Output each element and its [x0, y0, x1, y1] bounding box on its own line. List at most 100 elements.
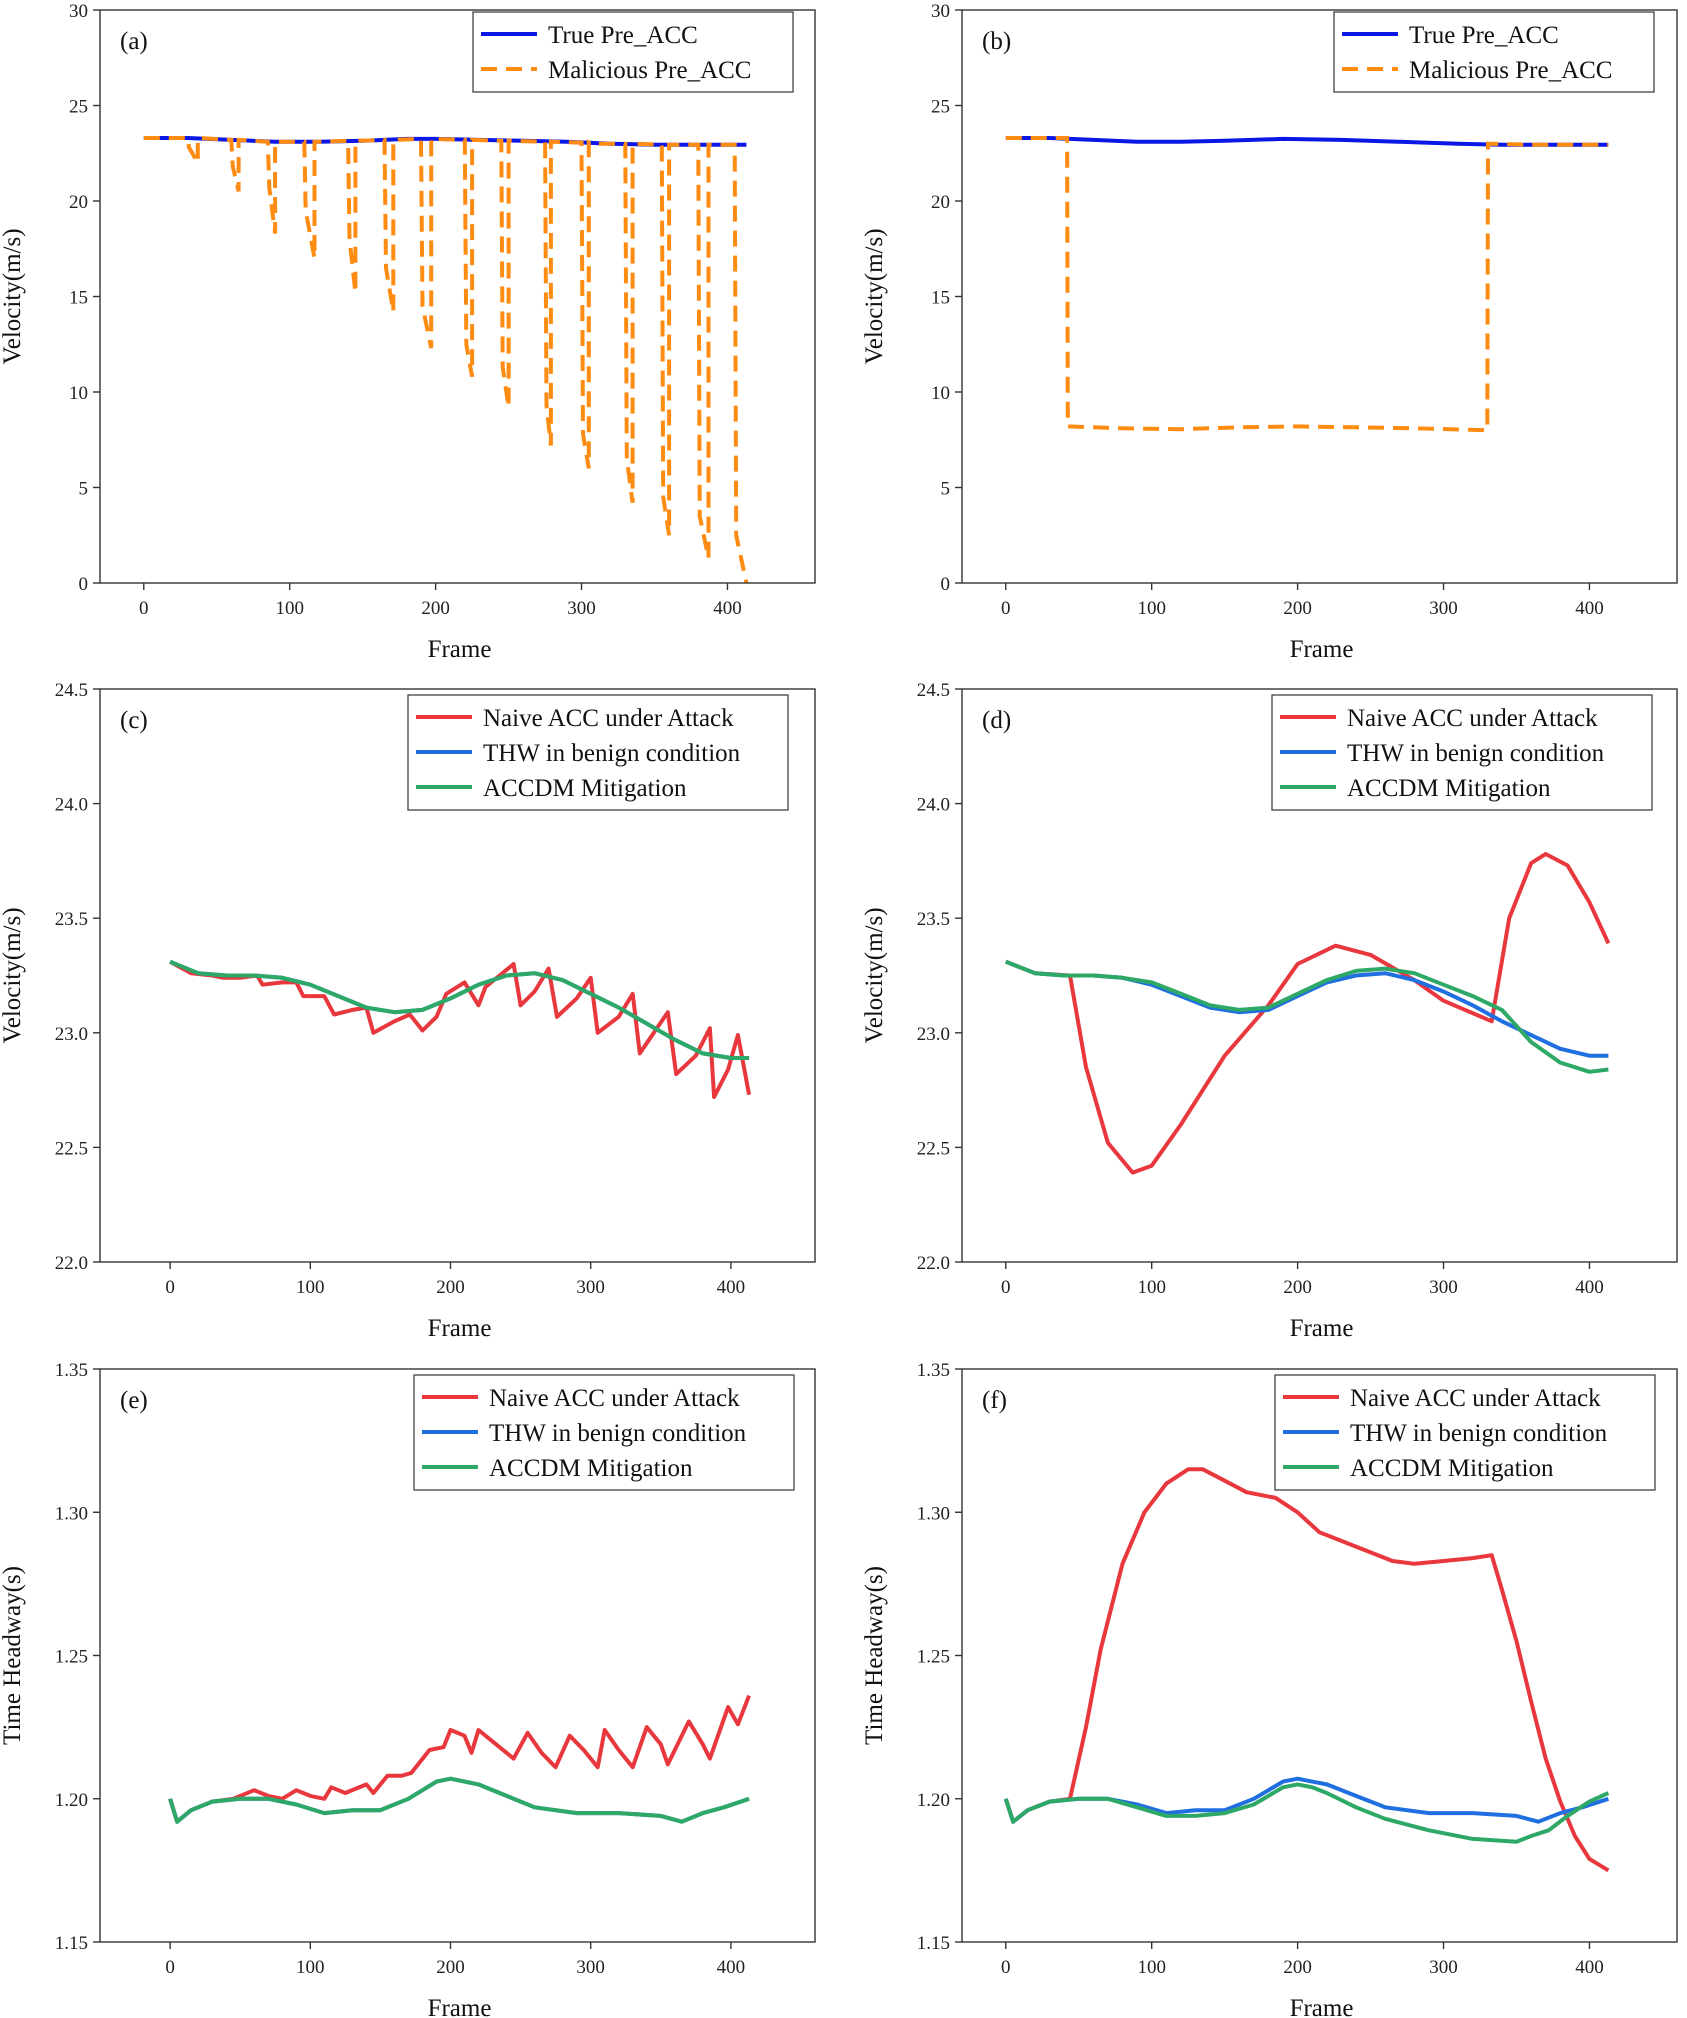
panel-c-xtick-label: 200: [436, 1277, 465, 1298]
panel-d-legend-label-3: ACCDM Mitigation: [1347, 775, 1551, 802]
panel-b-panel-label: (b): [982, 28, 1011, 55]
panel-f-ylabel: Time Headway(s): [861, 1566, 888, 1745]
panel-d-xtick-label: 300: [1429, 1277, 1458, 1298]
panel-a: 0 100 200 300 400 0 5 10 15 20 25 30 Frame Velocity(m…: [0, 1, 816, 663]
panel-a-panel-label: (a): [120, 28, 148, 55]
panel-b-series-1-line: [1005, 136, 1609, 147]
panel-e-series-3-line: [168, 1776, 750, 1824]
panel-e-xtick-label: 200: [436, 1957, 465, 1978]
panel-b-ytick-label: 0: [941, 574, 951, 595]
panel-a-ytick-label: 20: [69, 192, 88, 213]
panel-b-xtick-label: 200: [1283, 598, 1312, 619]
panel-d-ytick-label: 24.5: [917, 680, 950, 701]
panel-e-ytick-label: 1.25: [55, 1647, 88, 1668]
panel-e-xtick-label: 300: [576, 1957, 605, 1978]
panel-e-xtick-label: 0: [165, 1957, 175, 1978]
panel-a-xtick-label: 200: [421, 598, 450, 619]
panel-b-ytick-label: 30: [931, 1, 950, 22]
panel-f-xtick-label: 100: [1137, 1957, 1166, 1978]
panel-a-ylabel: Velocity(m/s): [0, 228, 26, 364]
panel-c-panel-label: (c): [120, 707, 148, 734]
panel-a-xtick-label: 0: [139, 598, 149, 619]
panel-d-xtick-label: 200: [1283, 1277, 1312, 1298]
panel-b-xtick-label: 100: [1137, 598, 1166, 619]
panel-d-ytick-label: 22.5: [917, 1138, 950, 1159]
panel-f-ytick-label: 1.35: [917, 1360, 950, 1381]
panel-c-plot-frame: [99, 688, 816, 1263]
panel-b-xlabel: Frame: [1290, 636, 1354, 663]
panel-a-ytick-label: 5: [79, 479, 89, 500]
panel-c-ytick-label: 22.5: [55, 1138, 88, 1159]
panel-d-ytick-label: 22.0: [917, 1253, 950, 1274]
panel-a-ytick-label: 25: [69, 97, 88, 118]
panel-d-xtick-label: 100: [1137, 1277, 1166, 1298]
panel-c-series-3-line: [169, 959, 750, 1060]
panel-e-legend-label-1: Naive ACC under Attack: [489, 1385, 740, 1412]
panel-c: 0 100 200 300 400 22.0 22.5 23.0 23.5 24.0 24.5 Fra…: [0, 680, 816, 1342]
panel-f-xtick-label: 0: [1001, 1957, 1011, 1978]
panel-b-xtick-label: 300: [1429, 598, 1458, 619]
panel-d-series-3-line: [1005, 959, 1609, 1074]
panel-b-ytick-label: 5: [941, 479, 951, 500]
panel-b-plot-frame: [961, 9, 1678, 584]
panel-e-ylabel: Time Headway(s): [0, 1566, 26, 1745]
panel-f-xtick-label: 300: [1429, 1957, 1458, 1978]
panel-c-ytick-label: 24.0: [55, 795, 88, 816]
panel-b-ytick-label: 10: [931, 383, 950, 404]
panel-f: 0 100 200 300 400 1.15 1.20 1.25 1.30 1.35 Frame Ti…: [861, 1360, 1678, 2018]
panel-a-xlabel: Frame: [428, 636, 492, 663]
panel-f-ytick-label: 1.15: [917, 1933, 950, 1954]
panel-b-legend-box: [1333, 11, 1655, 93]
panel-b-legend-label-1: True Pre_ACC: [1409, 22, 1559, 49]
panel-e-panel-label: (e): [120, 1387, 148, 1414]
panel-d-plot-frame: [961, 688, 1678, 1263]
panel-d-xtick-label: 400: [1575, 1277, 1604, 1298]
panel-d-panel-label: (d): [982, 707, 1011, 734]
panel-a-ytick-label: 10: [69, 383, 88, 404]
panel-c-legend-label-2: THW in benign condition: [483, 740, 741, 767]
panel-f-ytick-label: 1.30: [917, 1503, 950, 1524]
panel-f-legend-label-2: THW in benign condition: [1350, 1420, 1608, 1447]
panel-f-panel-label: (f): [982, 1387, 1007, 1414]
panel-c-ytick-label: 22.0: [55, 1253, 88, 1274]
panel-f-series-3-line: [1003, 1782, 1610, 1844]
panel-f-ytick-label: 1.20: [917, 1790, 950, 1811]
panel-c-xtick-label: 400: [717, 1277, 746, 1298]
panel-b-ylabel: Velocity(m/s): [861, 228, 888, 364]
panel-a-ytick-label: 0: [79, 574, 89, 595]
panel-e-xtick-label: 100: [296, 1957, 325, 1978]
panel-b-series-2-line: [1005, 136, 1609, 433]
panel-a-xtick-label: 100: [275, 598, 304, 619]
panel-a-legend-label-2: Malicious Pre_ACC: [548, 57, 751, 84]
panel-c-xtick-label: 300: [576, 1277, 605, 1298]
panel-c-xtick-label: 0: [165, 1277, 175, 1298]
panel-f-ytick-label: 1.25: [917, 1647, 950, 1668]
panel-b-legend-label-2: Malicious Pre_ACC: [1409, 57, 1612, 84]
panel-a-xtick-label: 400: [713, 598, 742, 619]
panel-d: 0 100 200 300 400 22.0 22.5 23.0 23.5 24.0 24.5 Fra…: [861, 680, 1678, 1342]
panel-c-series-1-line: [169, 959, 752, 1099]
panel-d-ylabel: Velocity(m/s): [861, 907, 888, 1043]
panel-a-ytick-label: 30: [69, 1, 88, 22]
panel-d-series-1-line: [1005, 852, 1611, 1175]
panel-d-legend-label-2: THW in benign condition: [1347, 740, 1605, 767]
panel-c-xtick-label: 100: [296, 1277, 325, 1298]
panel-f-xtick-label: 400: [1575, 1957, 1604, 1978]
panel-c-ytick-label: 24.5: [55, 680, 88, 701]
panel-d-legend-label-1: Naive ACC under Attack: [1347, 705, 1598, 732]
panel-b-xtick-label: 400: [1575, 598, 1604, 619]
panel-d-ytick-label: 23.5: [917, 909, 950, 930]
panel-a-legend-label-1: True Pre_ACC: [548, 22, 698, 49]
panel-e: 0 100 200 300 400 1.15 1.20 1.25 1.30 1.35 Frame Ti…: [0, 1360, 816, 2018]
panel-e-xtick-label: 400: [717, 1957, 746, 1978]
panel-f-legend-label-1: Naive ACC under Attack: [1350, 1385, 1601, 1412]
panel-a-xtick-label: 300: [567, 598, 596, 619]
panel-f-legend-label-3: ACCDM Mitigation: [1350, 1455, 1554, 1482]
panel-a-series-2-line: [143, 136, 749, 583]
panel-c-legend-label-3: ACCDM Mitigation: [483, 775, 687, 802]
panel-c-xlabel: Frame: [428, 1315, 492, 1342]
panel-e-ytick-label: 1.20: [55, 1790, 88, 1811]
panel-c-ylabel: Velocity(m/s): [0, 907, 26, 1043]
panel-a-legend-box: [472, 11, 794, 93]
